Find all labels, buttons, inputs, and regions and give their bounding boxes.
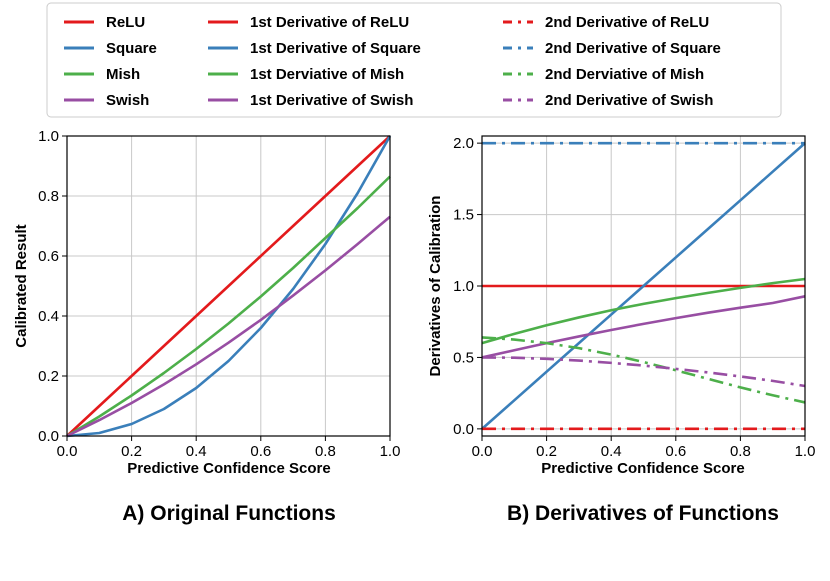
panel-b-ylabel: Derivatives of Calibration (427, 196, 444, 377)
legend: ReLU Square Mish Swish 1st Derivative of ReL… (46, 2, 782, 118)
panel-a-original-functions: 0.0 0.2 0.4 0.6 0.8 1.0 0.0 0.2 0.4 0.6 0.8 1.0 Pre… (13, 128, 400, 525)
panel-b-series-1st-derviative-of-mish (481, 277, 806, 345)
panel-b-series-1st-derivative-of-swish (481, 295, 806, 359)
panel-b-caption: B) Derivatives of Functions (507, 502, 779, 525)
panel-b-series (481, 141, 806, 431)
panel-a-xtick-label: 0.2 (121, 443, 142, 460)
panel-b-series-2nd-derivative-of-swish (481, 356, 806, 388)
panel-b-ytick-label: 1.0 (453, 278, 474, 295)
panel-a-xtick-label: 0.0 (57, 443, 78, 460)
panel-a-axes-frame (66, 135, 391, 437)
panel-a-ytick-label: 0.2 (38, 368, 59, 385)
panel-a-ytick-label: 0.4 (38, 308, 59, 325)
panel-a-ticks: 0.0 0.2 0.4 0.6 0.8 1.0 0.0 0.2 0.4 0.6 0.8 1.0 (38, 128, 400, 460)
legend-label-2nd-derviative-of-mish: 2nd Derviative of Mish (545, 66, 704, 83)
legend-label-2nd-derivative-of-relu: 2nd Derivative of ReLU (545, 14, 709, 31)
panel-b-xtick-label: 0.4 (601, 443, 622, 460)
legend-label-1st-derivative-of-relu: 1st Derivative of ReLU (250, 14, 409, 31)
legend-label-relu: ReLU (106, 14, 145, 31)
panel-a-frame (66, 135, 391, 437)
panel-a-xtick-label: 0.8 (315, 443, 336, 460)
panel-a-xtick-label: 1.0 (380, 443, 401, 460)
panel-a-ytick-label: 0.8 (38, 188, 59, 205)
legend-label-1st-derivative-of-square: 1st Derivative of Square (250, 40, 421, 57)
panel-a-series (66, 135, 392, 438)
panel-a-series-mish (66, 175, 391, 438)
panel-a-xlabel: Predictive Confidence Score (127, 460, 330, 477)
panel-a-xtick-label: 0.6 (250, 443, 271, 460)
panel-b-ytick-label: 1.5 (453, 207, 474, 224)
panel-b-derivatives: 0.0 0.2 0.4 0.6 0.8 1.0 0.0 0.5 1.0 1.5 2.0 Predic… (427, 135, 815, 525)
panel-a-ytick-label: 1.0 (38, 128, 59, 145)
panel-b-ytick-label: 2.0 (453, 135, 474, 152)
panel-a-series-relu (66, 135, 391, 437)
panel-b-xtick-label: 0.6 (665, 443, 686, 460)
panel-a-series-swish (66, 215, 391, 438)
legend-label-1st-derivative-of-swish: 1st Derivative of Swish (250, 92, 413, 109)
panel-b-ticks: 0.0 0.2 0.4 0.6 0.8 1.0 0.0 0.5 1.0 1.5 2.0 (453, 135, 815, 460)
legend-label-mish: Mish (106, 66, 140, 83)
legend-label-2nd-derivative-of-square: 2nd Derivative of Square (545, 40, 721, 57)
panel-b-xtick-label: 0.8 (730, 443, 751, 460)
legend-label-2nd-derivative-of-swish: 2nd Derivative of Swish (545, 92, 713, 109)
panel-a-caption: A) Original Functions (122, 502, 336, 525)
panel-b-xtick-label: 1.0 (795, 443, 816, 460)
panel-a-ytick-label: 0.0 (38, 428, 59, 445)
panel-a-xtick-label: 0.4 (186, 443, 207, 460)
panel-b-xtick-label: 0.2 (536, 443, 557, 460)
panel-b-xtick-label: 0.0 (472, 443, 493, 460)
panel-b-series-2nd-derviative-of-mish (481, 336, 806, 404)
panel-b-ytick-label: 0.0 (453, 421, 474, 438)
panel-b-ytick-label: 0.5 (453, 349, 474, 366)
legend-label-swish: Swish (106, 92, 149, 109)
panel-b-xlabel: Predictive Confidence Score (541, 460, 744, 477)
panel-a-ylabel: Calibrated Result (13, 224, 30, 347)
legend-label-1st-derviative-of-mish: 1st Derviative of Mish (250, 66, 404, 83)
panel-a-ytick-label: 0.6 (38, 248, 59, 265)
panel-b-series-1st-derivative-of-square (481, 142, 806, 430)
legend-frame (46, 2, 782, 118)
legend-label-square: Square (106, 40, 157, 57)
